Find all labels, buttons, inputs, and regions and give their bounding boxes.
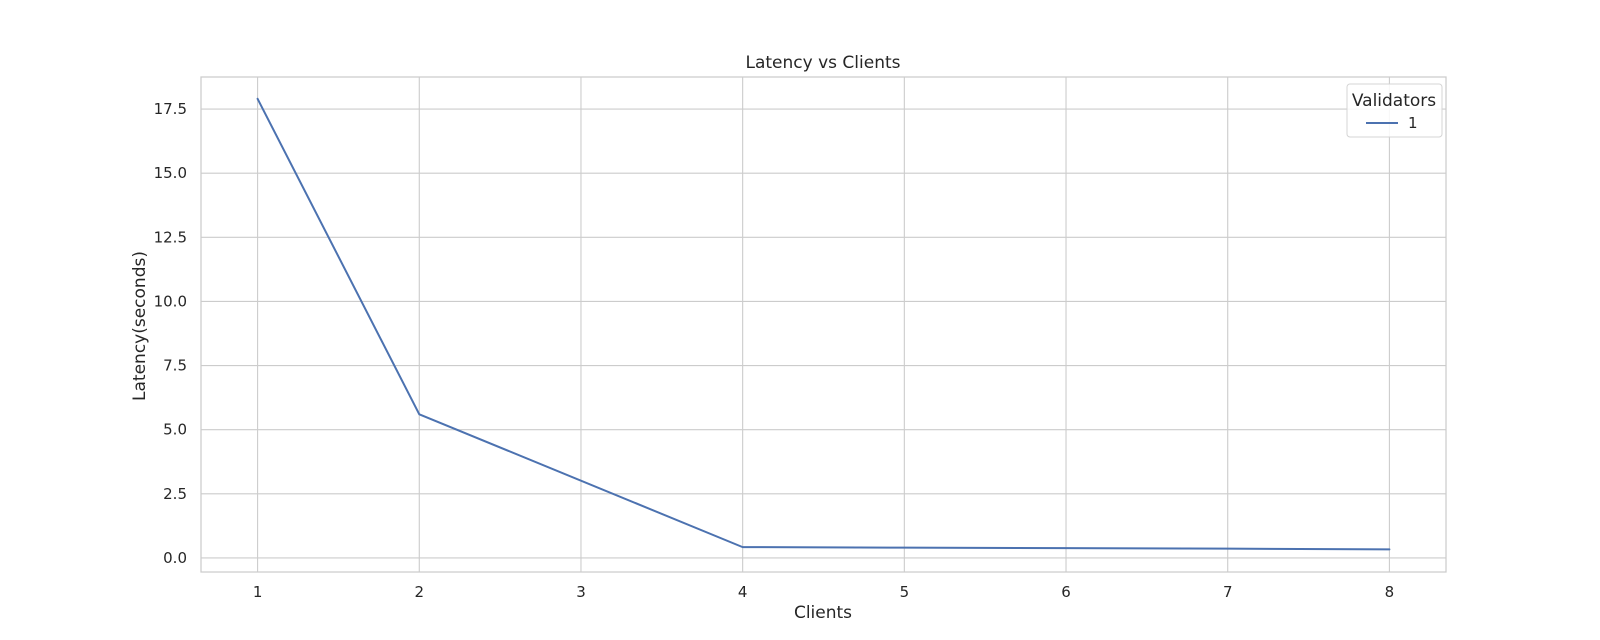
x-tick-label: 6 <box>1061 583 1071 601</box>
x-tick-label: 3 <box>576 583 586 601</box>
chart-title: Latency vs Clients <box>746 53 901 73</box>
x-tick-label: 4 <box>738 583 748 601</box>
x-tick-label: 1 <box>253 583 263 601</box>
legend-entry-label: 1 <box>1408 114 1418 132</box>
y-tick-label: 12.5 <box>154 228 187 246</box>
x-tick-labels: 1 2 3 4 5 6 7 8 <box>253 583 1394 601</box>
gridlines <box>201 77 1446 572</box>
y-tick-label: 0.0 <box>163 549 187 567</box>
legend-title: Validators <box>1352 91 1436 111</box>
x-tick-label: 7 <box>1223 583 1233 601</box>
series-layer <box>256 97 1391 551</box>
y-axis-label: Latency(seconds) <box>130 251 150 401</box>
plot-frame <box>200 76 1447 573</box>
y-tick-label: 7.5 <box>163 357 187 375</box>
y-tick-label: 17.5 <box>154 100 187 118</box>
y-tick-label: 2.5 <box>163 485 187 503</box>
x-tick-label: 5 <box>900 583 910 601</box>
y-tick-label: 15.0 <box>154 164 187 182</box>
x-axis-label: Clients <box>794 603 852 623</box>
y-tick-labels: 0.0 2.5 5.0 7.5 10.0 12.5 15.0 17.5 <box>154 100 187 567</box>
series-line-1 <box>256 97 1391 551</box>
legend: Validators 1 <box>1346 83 1443 138</box>
x-tick-label: 2 <box>415 583 425 601</box>
y-tick-label: 5.0 <box>163 421 187 439</box>
x-tick-label: 8 <box>1385 583 1395 601</box>
y-tick-label: 10.0 <box>154 292 187 310</box>
